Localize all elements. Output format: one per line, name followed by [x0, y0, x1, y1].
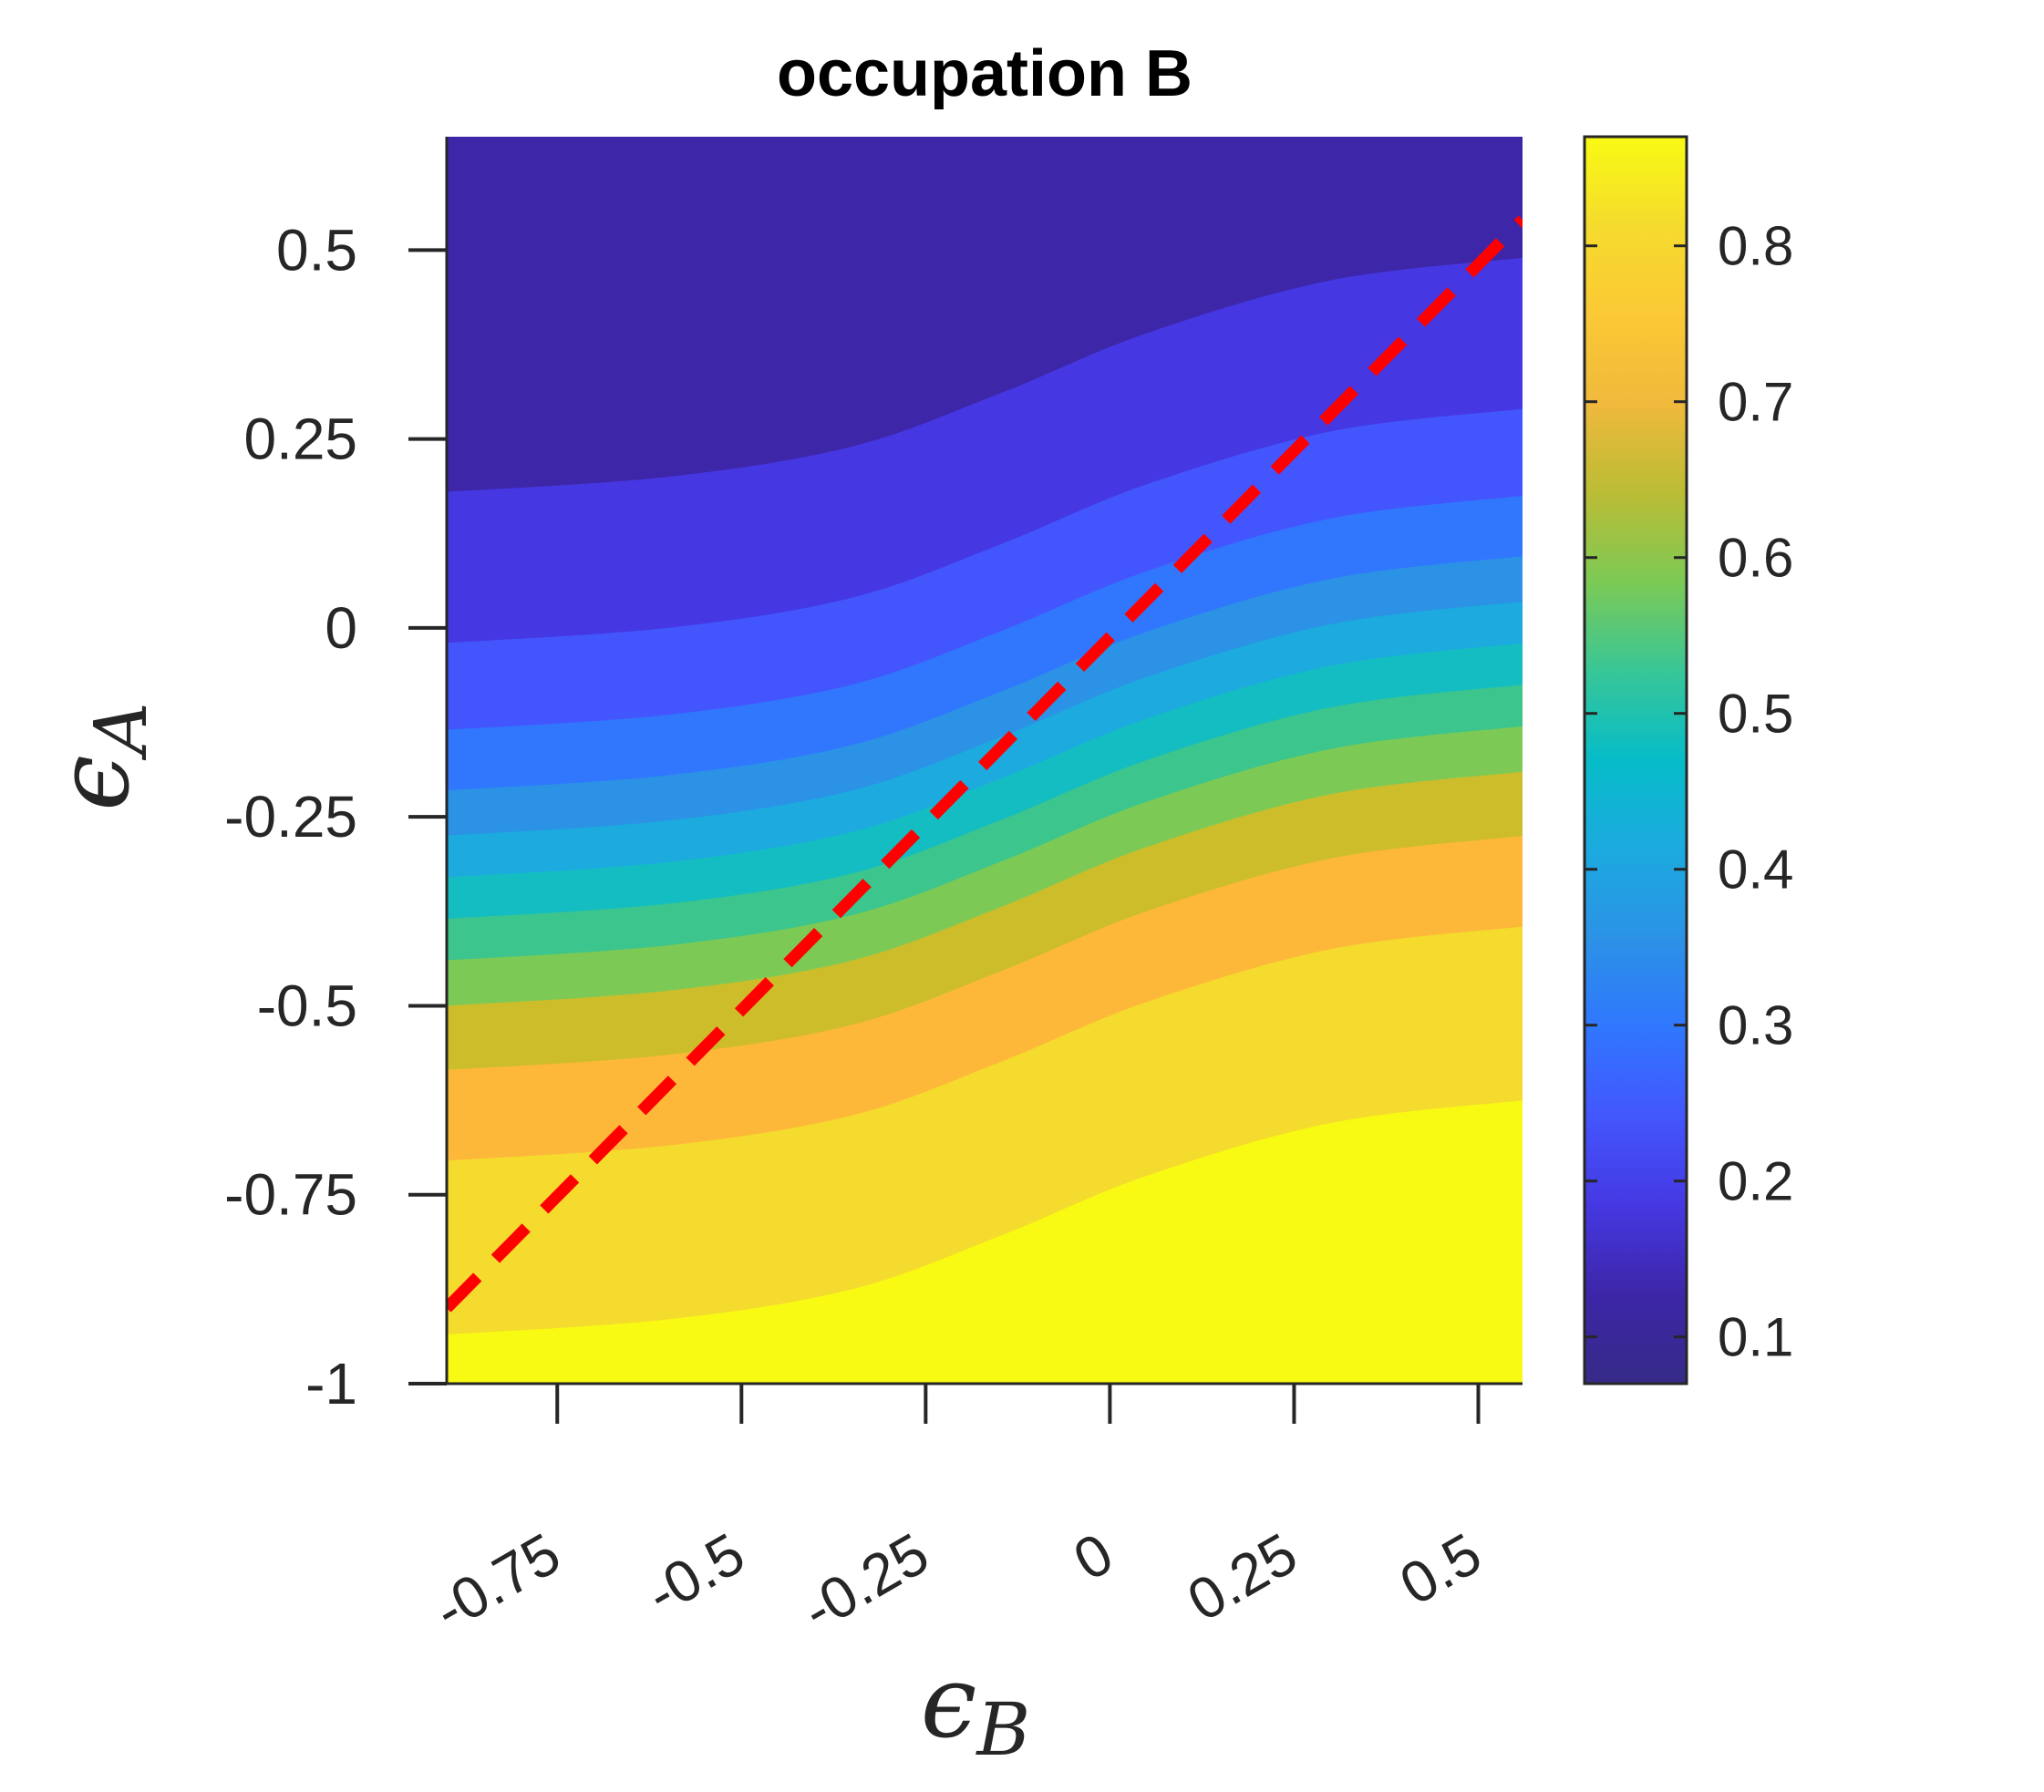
- y-tick-label: -0.25: [224, 784, 357, 850]
- y-tick-label: 0: [325, 595, 357, 661]
- x-tick-label: -0.75: [423, 1520, 571, 1643]
- x-axis-label-subscript: B: [975, 1687, 1030, 1772]
- colorbar-tick-label: 0.7: [1718, 372, 1793, 433]
- colorbar-tick-label: 0.3: [1718, 995, 1793, 1056]
- colorbar-tick-label: 0.5: [1718, 684, 1793, 745]
- colorbar-tick-label: 0.2: [1718, 1151, 1793, 1212]
- x-tick-label: 0.5: [1388, 1520, 1492, 1618]
- contour-bands: [447, 137, 1523, 1384]
- reference-line-layer: [447, 215, 1523, 1313]
- reference-dashed-line: [447, 215, 1523, 1313]
- y-axis-ticks: -1 -0.75 -0.5 -0.25 0 0.25 0.5: [224, 217, 447, 1416]
- colorbar-tick-label: 0.4: [1718, 839, 1793, 901]
- colorbar: 0.1 0.2 0.3 0.4 0.5 0.6 0.7 0.8: [1583, 135, 1793, 1385]
- y-axis-label: ϵA: [35, 702, 163, 810]
- x-tick-label: -0.25: [791, 1520, 939, 1643]
- y-tick-label: 0.5: [276, 217, 357, 283]
- colorbar-tick-label: 0.6: [1718, 528, 1793, 589]
- y-axis-label-group: ϵA: [35, 702, 163, 810]
- x-axis-label: ϵB: [921, 1643, 1030, 1772]
- x-tick-label: 0.25: [1177, 1520, 1308, 1634]
- colorbar-tick-label: 0.8: [1718, 216, 1793, 277]
- contour-band-12: [447, 1100, 1523, 1384]
- axes: [408, 137, 1523, 1385]
- chart-title: occupation B: [777, 37, 1192, 110]
- colorbar-tick-label: 0.1: [1718, 1307, 1793, 1368]
- y-tick-label: -1: [305, 1351, 357, 1416]
- x-tick-label: -0.5: [635, 1520, 756, 1627]
- y-tick-label: 0.25: [243, 407, 357, 472]
- y-tick-label: -0.5: [257, 973, 357, 1038]
- x-axis-ticks: -0.75 -0.5 -0.25 0 0.25 0.5: [423, 1384, 1492, 1643]
- y-axis-label-symbol: ϵ: [35, 755, 151, 811]
- x-tick-label: 0: [1063, 1520, 1124, 1593]
- y-tick-label: -0.75: [224, 1162, 357, 1228]
- colorbar-gradient: [1583, 135, 1688, 1385]
- x-axis-label-symbol: ϵ: [921, 1643, 977, 1760]
- y-axis-label-subscript: A: [78, 702, 163, 761]
